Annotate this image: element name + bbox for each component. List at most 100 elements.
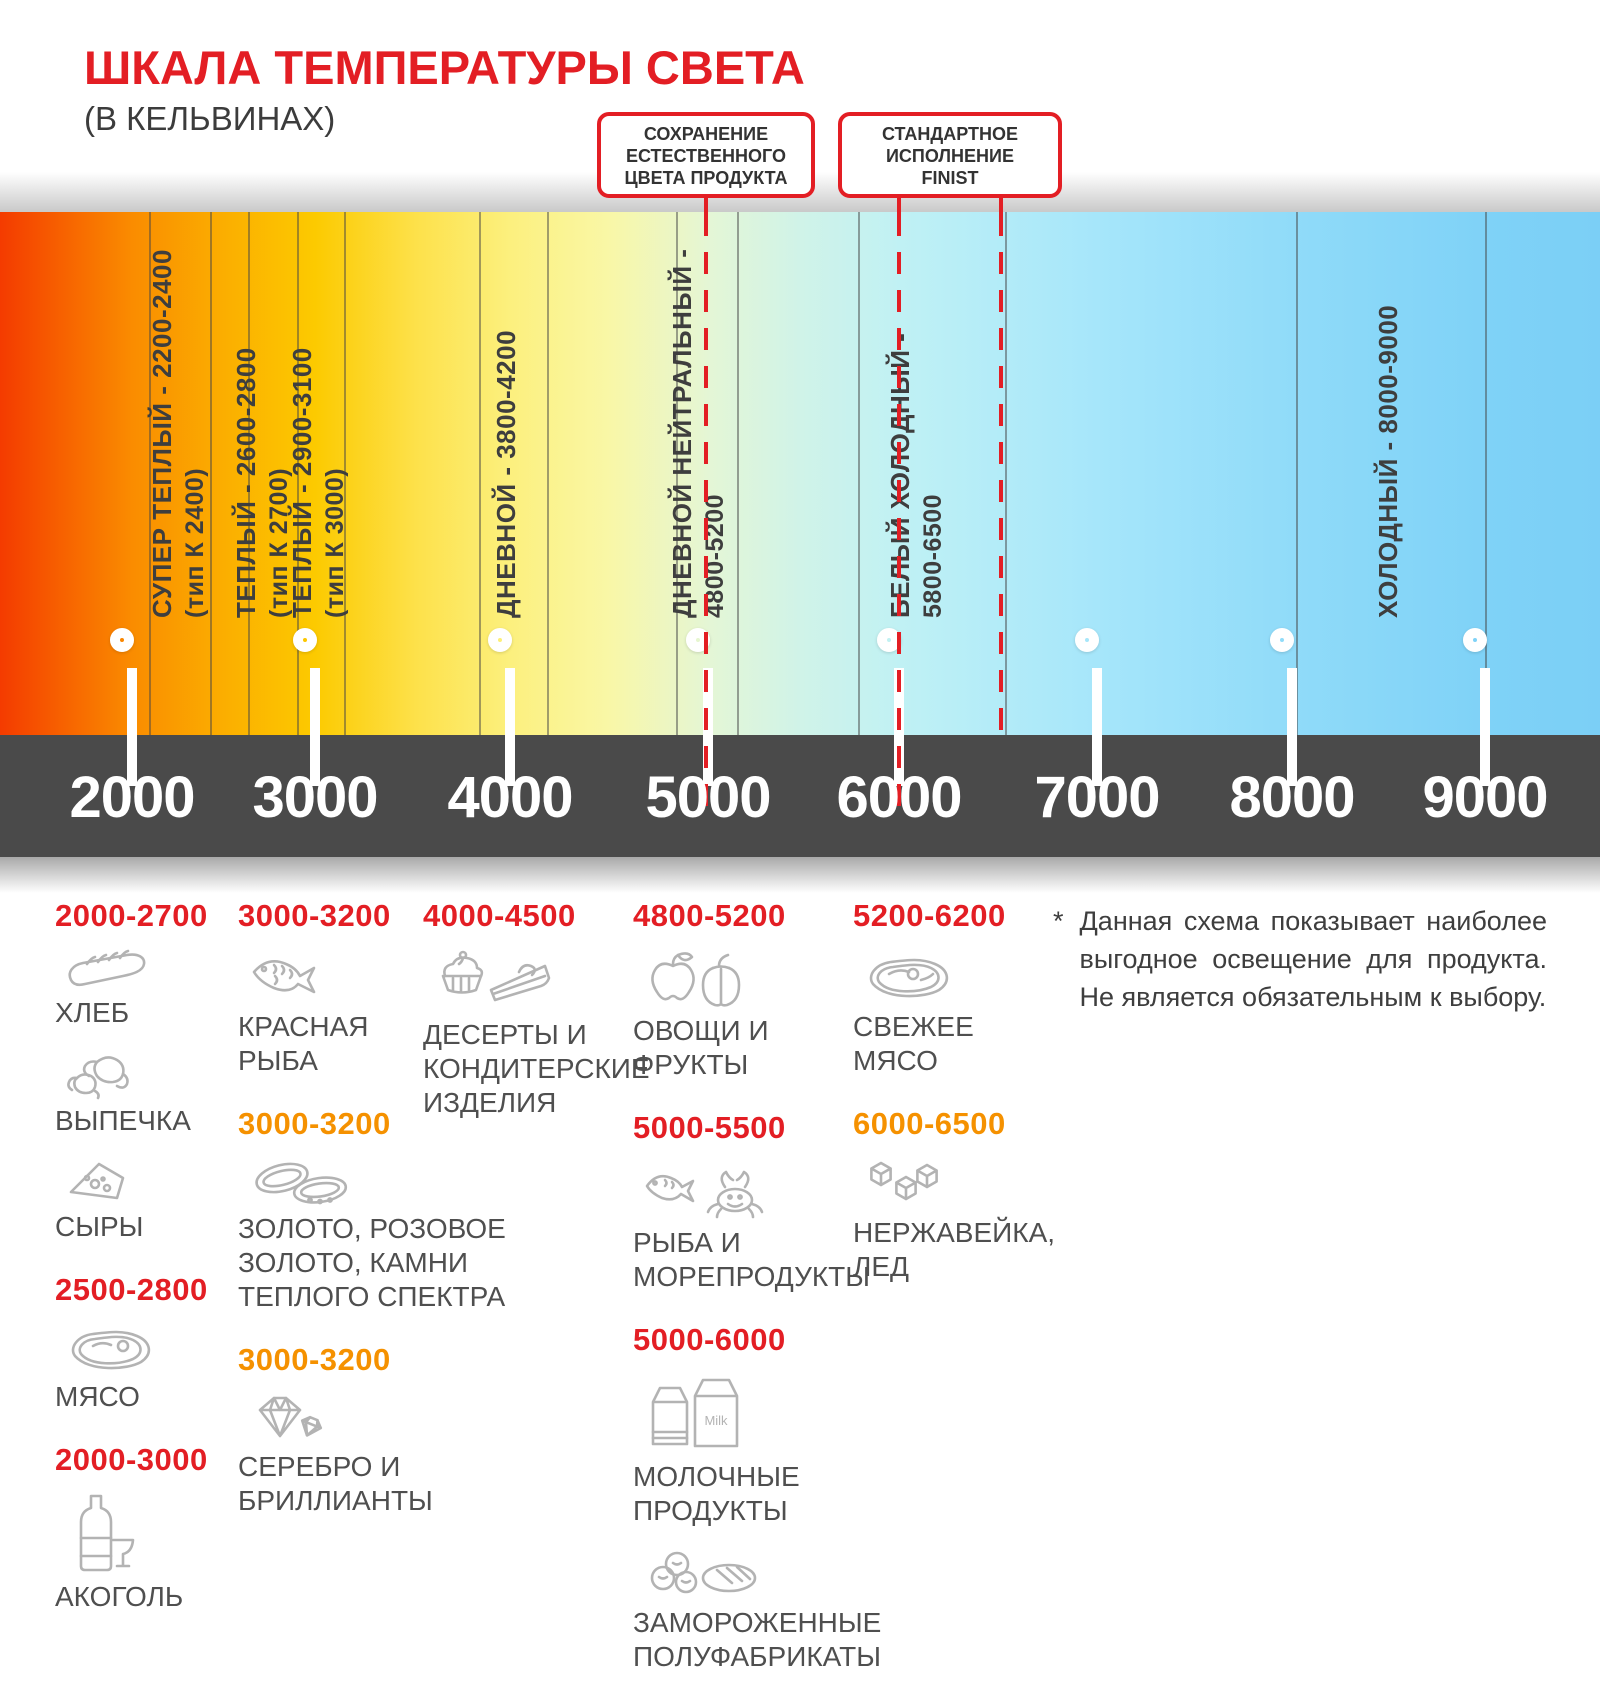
band-label-daylight-neutral: ДНЕВНОЙ НЕЙТРАЛЬНЫЙ - 4800-5200 — [667, 248, 729, 618]
legend-item: ЗАМОРОЖЕННЫЕ ПОЛУФАБРИКАТЫ — [633, 1540, 943, 1674]
band-label-cold: ХОЛОДНЫЙ - 8000-9000 — [1373, 304, 1403, 618]
desserts-cake-icon — [433, 948, 638, 1014]
band-label-daylight: ДНЕВНОЙ - 3800-4200 — [491, 329, 521, 618]
gridline — [1296, 212, 1298, 735]
marker-9000 — [1463, 628, 1487, 652]
legend-item: ВЫПЕЧКА — [55, 1042, 240, 1138]
meat-steak-icon — [65, 1322, 240, 1376]
legend-item: ЗОЛОТО, РОЗОВОЕ ЗОЛОТО, КАМНИ ТЕПЛОГО СП… — [238, 1156, 510, 1314]
legend-group: 5000-5500 РЫБА И МОРЕПРОДУКТЫ — [633, 1110, 943, 1294]
legend-group: 2000-3000 АКОГОЛЬ — [55, 1442, 240, 1614]
marker-stem — [505, 668, 515, 786]
legend-column-2: 3000-3200 КРАСНАЯ РЫБА 3000-3200 ЗОЛОТО,… — [238, 898, 510, 1546]
page-subtitle: (В КЕЛЬВИНАХ) — [84, 100, 336, 137]
marker-8000 — [1270, 628, 1294, 652]
legend-item: ХЛЕБ — [55, 948, 240, 1030]
legend-group: 6000-6500 НЕРЖАВЕЙКА, ЛЕД — [853, 1106, 1083, 1284]
callout-natural-color: СОХРАНЕНИЕ ЕСТЕСТВЕННОГО ЦВЕТА ПРОДУКТА — [597, 112, 815, 198]
range-badge: 4000-4500 — [423, 898, 576, 933]
footnote: * Данная схема показывает наиболее выгод… — [1053, 902, 1547, 1016]
item-label: АКОГОЛЬ — [55, 1581, 184, 1612]
range-badge: 2000-3000 — [55, 1442, 208, 1477]
legend-item: СВЕЖЕЕ МЯСО — [853, 948, 1083, 1078]
frozen-food-icon — [643, 1540, 943, 1602]
highlight-dashed-line-6500 — [999, 214, 1003, 735]
legend-group: 3000-3200 СЕРЕБРО И БРИЛЛИАНТЫ — [238, 1342, 510, 1518]
callout-finist-standard: СТАНДАРТНОЕ ИСПОЛНЕНИЕ FINIST — [838, 112, 1062, 198]
legend-group: 5000-6000 Milk МОЛОЧНЫЕ ПРОДУКТЫ ЗАМОРОЖ… — [633, 1322, 943, 1674]
axis-tick-8000: 8000 — [1229, 765, 1355, 830]
legend-item: КРАСНАЯ РЫБА — [238, 948, 510, 1078]
marker-stem — [127, 668, 137, 786]
band-label-warm-3000: ТЕПЛЫЙ - 2900-3100 (тип К 3000) — [287, 347, 349, 618]
callout-connector — [704, 196, 708, 218]
gridline — [1005, 212, 1007, 735]
range-badge: 2000-2700 — [55, 898, 208, 933]
item-label: ЗАМОРОЖЕННЫЕ ПОЛУФАБРИКАТЫ — [633, 1607, 882, 1672]
kelvin-color-gradient — [0, 212, 1600, 735]
item-label: КРАСНАЯ РЫБА — [238, 1011, 369, 1076]
gridline — [1485, 212, 1487, 735]
item-label: НЕРЖАВЕЙКА, ЛЕД — [853, 1217, 1056, 1282]
axis-tick-5000: 5000 — [645, 765, 771, 830]
item-label: СЕРЕБРО И БРИЛЛИАНТЫ — [238, 1451, 433, 1516]
legend-column-5: 5200-6200 СВЕЖЕЕ МЯСО 6000-6500 НЕРЖАВЕЙ… — [853, 898, 1083, 1312]
gridline — [479, 212, 481, 735]
band-label-white-cold: БЕЛЫЙ ХОЛОДНЫЙ - 5800-6500 — [885, 333, 947, 618]
range-badge: 3000-3200 — [238, 1106, 391, 1141]
svg-text:Milk: Milk — [704, 1413, 728, 1428]
legend-column-3: 4000-4500 ДЕСЕРТЫ И КОНДИТЕРСКИЕ ИЗДЕЛИЯ — [423, 898, 650, 1148]
gridline — [737, 212, 739, 735]
gridline — [149, 212, 151, 735]
legend-item: АКОГОЛЬ — [55, 1492, 240, 1614]
cheese-icon — [65, 1150, 240, 1206]
item-label: ДЕСЕРТЫ И КОНДИТЕРСКИЕ ИЗДЕЛИЯ — [423, 1019, 650, 1118]
marker-stem — [1092, 668, 1102, 786]
item-label: СВЕЖЕЕ МЯСО — [853, 1011, 974, 1076]
legend-group: 3000-3200 КРАСНАЯ РЫБА — [238, 898, 510, 1078]
legend-item: СЫРЫ — [55, 1150, 240, 1244]
legend-group: 2000-2700 ХЛЕБ ВЫПЕЧКА СЫРЫ — [55, 898, 240, 1244]
croissant-icon — [65, 1042, 240, 1100]
gridline — [858, 212, 860, 735]
milk-cartons-icon: Milk — [643, 1372, 943, 1456]
range-badge: 2500-2800 — [55, 1272, 208, 1307]
range-badge: 3000-3200 — [238, 1342, 391, 1377]
legend-item: ОВОЩИ И ФРУКТЫ — [633, 948, 943, 1082]
legend-column-1: 2000-2700 ХЛЕБ ВЫПЕЧКА СЫРЫ 2500-2800 МЯ… — [55, 898, 240, 1642]
gridline — [297, 212, 299, 735]
legend-item: НЕРЖАВЕЙКА, ЛЕД — [853, 1156, 1083, 1284]
gold-rings-icon — [248, 1156, 510, 1208]
bread-icon — [65, 948, 240, 992]
range-badge: 4800-5200 — [633, 898, 786, 933]
callout-connector — [999, 196, 1003, 218]
marker-stem — [1287, 668, 1297, 786]
legend-item: СЕРЕБРО И БРИЛЛИАНТЫ — [238, 1392, 510, 1518]
marker-stem — [310, 668, 320, 786]
footnote-asterisk: * — [1053, 906, 1064, 936]
legend-group: 4800-5200 ОВОЩИ И ФРУКТЫ — [633, 898, 943, 1082]
axis-tick-3000: 3000 — [252, 765, 378, 830]
range-badge: 5200-6200 — [853, 898, 1006, 933]
fresh-meat-icon — [863, 948, 1083, 1006]
item-label: МЯСО — [55, 1381, 140, 1412]
legend-group: 5200-6200 СВЕЖЕЕ МЯСО — [853, 898, 1083, 1078]
item-label: МОЛОЧНЫЕ ПРОДУКТЫ — [633, 1461, 800, 1526]
diamonds-icon — [248, 1392, 510, 1446]
alcohol-bottle-icon — [65, 1492, 240, 1576]
axis-tick-9000: 9000 — [1422, 765, 1548, 830]
marker-7000 — [1075, 628, 1099, 652]
page-title: ШКАЛА ТЕМПЕРАТУРЫ СВЕТА — [84, 41, 805, 94]
gridline — [676, 212, 678, 735]
item-label: СЫРЫ — [55, 1211, 144, 1242]
legend-group: 2500-2800 МЯСО — [55, 1272, 240, 1414]
legend-item: ДЕСЕРТЫ И КОНДИТЕРСКИЕ ИЗДЕЛИЯ — [423, 948, 650, 1120]
item-label: ЗОЛОТО, РОЗОВОЕ ЗОЛОТО, КАМНИ ТЕПЛОГО СП… — [238, 1213, 506, 1312]
item-label: ВЫПЕЧКА — [55, 1105, 191, 1136]
footnote-text: Данная схема показывает наиболее выгодно… — [1079, 906, 1547, 1012]
bottom-shadow — [0, 857, 1600, 893]
legend-item: МЯСО — [55, 1322, 240, 1414]
callout-connector — [897, 196, 901, 218]
range-badge: 6000-6500 — [853, 1106, 1006, 1141]
marker-3000 — [293, 628, 317, 652]
